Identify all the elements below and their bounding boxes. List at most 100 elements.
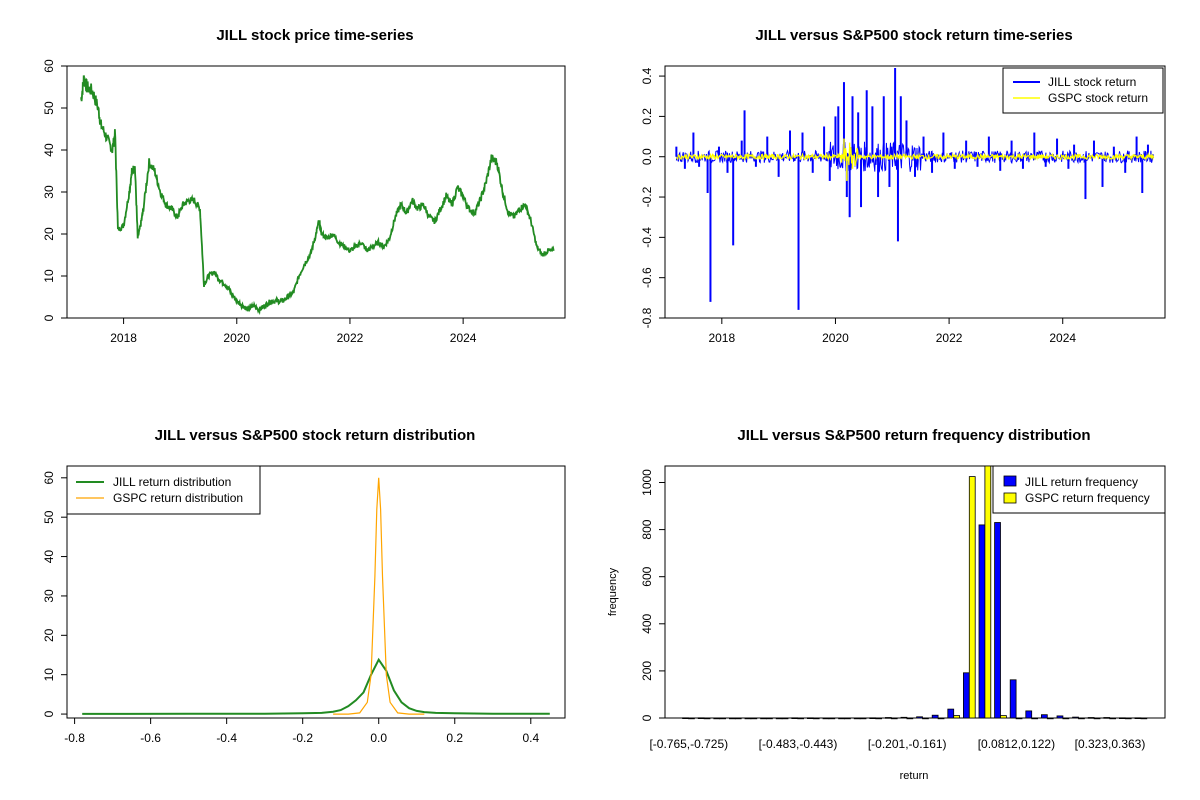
freq-bar-s1-10 (844, 717, 851, 720)
freq-bar-s1-23 (1046, 717, 1054, 720)
freq-bar-s1-14 (906, 717, 914, 720)
freq-bar-s1-0 (688, 717, 695, 720)
freq-bar-s1-21 (1015, 717, 1023, 720)
returns-ytick-label-2: -0.4 (640, 227, 654, 248)
freq-bar-s1-22 (1031, 717, 1038, 720)
freq-bar-s1-8 (812, 717, 820, 720)
density-chart: JILL versus S&P500 stock return distribu… (42, 427, 566, 745)
freq-bar-s0-3 (729, 717, 736, 720)
freq-bar-s0-24 (1056, 715, 1064, 719)
price-plot-frame (66, 65, 566, 319)
returns-xtick-label-0: 2018 (708, 331, 735, 345)
freq-bar-s1-17 (953, 715, 961, 719)
freq-bar-s1-26 (1093, 717, 1101, 720)
freq-bar-s1-20 (1000, 715, 1007, 719)
price-xtick-label-3: 2024 (450, 331, 477, 345)
freq-bar-s1-3 (734, 717, 742, 720)
density-series (82, 477, 550, 715)
frequency-ylabel: frequency (607, 567, 619, 616)
density-xtick-label-6: 0.4 (522, 731, 539, 745)
frequency-legend-swatch-gspc (1003, 492, 1017, 504)
freq-bar-s0-10 (838, 717, 845, 720)
frequency-ytick-label-5: 1000 (640, 469, 654, 496)
freq-bar-s0-6 (775, 717, 783, 720)
freq-bar-s0-13 (885, 717, 892, 719)
freq-bar-s1-25 (1078, 717, 1085, 720)
freq-bar-s0-4 (744, 717, 752, 720)
returns-chart: JILL versus S&P500 stock return time-ser… (640, 27, 1166, 345)
density-ytick-label-6: 60 (42, 471, 56, 485)
freq-bar-s1-4 (750, 717, 758, 720)
frequency-y-axis: 0 200 400 600 800 1000 (640, 469, 665, 721)
price-ytick-label-6: 60 (42, 59, 56, 73)
density-line-1 (333, 477, 425, 715)
density-ytick-label-2: 20 (42, 628, 56, 642)
density-legend-label-jill: JILL return distribution (113, 475, 231, 489)
frequency-legend: JILL return frequency GSPC return freque… (992, 465, 1166, 514)
freq-bar-s0-0 (682, 717, 689, 719)
frequency-legend-label-gspc: GSPC return frequency (1025, 491, 1150, 505)
frequency-ytick-label-1: 200 (640, 661, 654, 681)
price-chart-title: JILL stock price time-series (216, 27, 413, 44)
freq-bar-s1-7 (797, 717, 805, 720)
freq-bar-s1-9 (828, 717, 836, 720)
price-y-axis: 0 10 20 30 40 50 60 (42, 59, 67, 321)
returns-ytick-label-4: 0.0 (640, 148, 654, 165)
freq-bar-s0-29 (1134, 717, 1142, 719)
freq-bar-s0-2 (713, 717, 721, 720)
freq-bar-s1-24 (1062, 717, 1070, 720)
density-xtick-label-0: -0.8 (64, 731, 85, 745)
returns-xtick-label-1: 2020 (822, 331, 849, 345)
frequency-legend-swatch-jill (1003, 475, 1017, 487)
price-xtick-label-0: 2018 (110, 331, 137, 345)
freq-bar-s1-19 (984, 465, 992, 719)
frequency-bars (682, 465, 1148, 720)
frequency-legend-box (992, 465, 1166, 514)
frequency-xlabel: return (900, 770, 929, 782)
freq-bar-s1-11 (859, 717, 867, 720)
density-xtick-label-4: 0.0 (370, 731, 387, 745)
freq-bar-s1-15 (922, 717, 929, 720)
density-ytick-label-5: 50 (42, 510, 56, 524)
freq-bar-s0-12 (869, 717, 877, 719)
density-x-axis: -0.8 -0.6 -0.4 -0.2 0.0 0.2 0.4 (64, 718, 539, 745)
freq-bar-s1-6 (781, 717, 789, 720)
gspc-return-line (675, 147, 1155, 167)
density-xtick-label-2: -0.4 (216, 731, 237, 745)
density-line-0 (82, 657, 550, 715)
density-y-axis: 0 10 20 30 40 50 60 (42, 471, 67, 717)
freq-bar-s0-18 (963, 672, 970, 719)
freq-bar-s0-7 (791, 717, 799, 719)
density-xtick-label-1: -0.6 (140, 731, 161, 745)
frequency-xtick-label-0: [-0.765,-0.725) (649, 737, 728, 751)
frequency-ytick-label-3: 600 (640, 566, 654, 586)
freq-bar-s1-1 (703, 717, 711, 720)
returns-legend-label-gspc: GSPC stock return (1048, 91, 1148, 105)
density-legend-label-gspc: GSPC return distribution (113, 491, 243, 505)
freq-bar-s0-21 (1009, 679, 1017, 719)
frequency-ytick-label-0: 0 (640, 714, 654, 721)
price-ytick-label-1: 10 (42, 269, 56, 283)
density-xtick-label-5: 0.2 (446, 731, 463, 745)
density-ytick-label-3: 30 (42, 589, 56, 603)
density-plot-frame (66, 465, 566, 719)
freq-bar-s0-22 (1025, 710, 1033, 719)
density-legend-box (66, 465, 261, 515)
returns-legend: JILL stock return GSPC stock return (1002, 67, 1164, 114)
price-ytick-label-2: 20 (42, 227, 56, 241)
returns-xtick-label-2: 2022 (936, 331, 963, 345)
price-chart: JILL stock price time-series 0 10 20 30 40 50… (42, 27, 566, 345)
density-ytick-label-4: 40 (42, 550, 56, 564)
freq-bar-s1-27 (1109, 717, 1116, 720)
freq-bar-s1-12 (875, 717, 883, 720)
freq-bar-s1-5 (766, 717, 773, 720)
returns-ytick-label-5: 0.2 (640, 108, 654, 125)
price-line (80, 75, 555, 316)
freq-bar-s1-29 (1140, 717, 1148, 720)
density-ytick-label-1: 10 (42, 668, 56, 682)
freq-bar-s1-2 (719, 717, 727, 720)
frequency-chart: JILL versus S&P500 return frequency dist… (607, 427, 1166, 782)
price-xtick-label-2: 2022 (337, 331, 364, 345)
freq-bar-s1-18 (968, 476, 976, 719)
price-ytick-label-5: 50 (42, 101, 56, 115)
